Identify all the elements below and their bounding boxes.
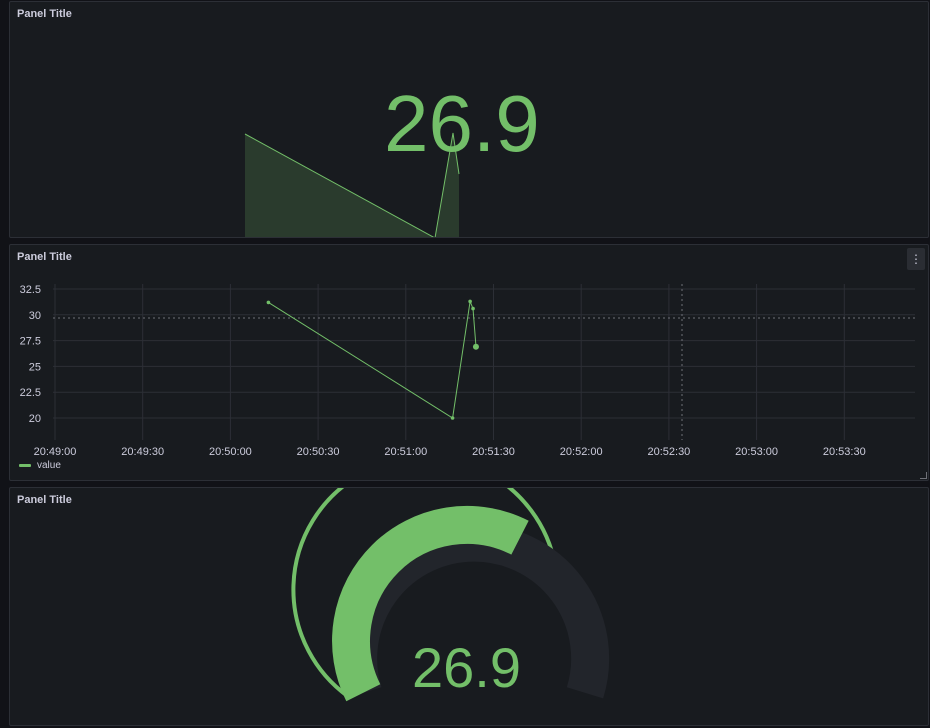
x-tick-label: 20:51:00 (384, 446, 427, 458)
y-tick-label: 25 (29, 361, 41, 373)
legend-label: value (37, 460, 61, 471)
x-tick-label: 20:52:30 (647, 446, 690, 458)
data-point (468, 299, 472, 304)
y-tick-label: 30 (29, 310, 41, 322)
x-tick-label: 20:52:00 (560, 446, 603, 458)
gauge-panel: Panel Title 26.9 (9, 487, 929, 726)
x-tick-label: 20:49:30 (121, 446, 164, 458)
y-tick-label: 20 (29, 413, 41, 425)
series-line (268, 299, 477, 419)
x-tick-label: 20:53:00 (735, 446, 778, 458)
y-axis-ticks: 20 22.5 25 27.5 30 32.5 (20, 284, 41, 425)
data-point (471, 306, 475, 311)
data-point (450, 416, 455, 420)
gauge-value: 26.9 (412, 636, 521, 699)
data-point (266, 300, 271, 305)
data-point (472, 343, 479, 350)
legend-swatch (19, 464, 31, 467)
timeseries-chart[interactable]: 20 22.5 25 27.5 30 32.5 20:49:00 20:49:30 20:50… (10, 245, 929, 481)
x-tick-label: 20:49:00 (34, 446, 77, 458)
panel-title[interactable]: Panel Title (17, 494, 72, 506)
x-tick-label: 20:50:00 (209, 446, 252, 458)
stat-panel: Panel Title 26.9 (9, 1, 929, 238)
x-tick-label: 20:50:30 (297, 446, 340, 458)
stat-value: 26.9 (384, 79, 540, 168)
stat-sparkline (244, 132, 460, 237)
sparkline-line (244, 132, 460, 237)
panel-menu-button[interactable]: ⋮ (907, 248, 925, 270)
timeseries-panel: Panel Title ⋮ 20 22.5 25 27.5 30 32.5 20:49:0… (9, 244, 929, 481)
vertical-ellipsis-icon: ⋮ (910, 252, 922, 266)
gauge (291, 488, 610, 702)
x-tick-label: 20:51:30 (472, 446, 515, 458)
resize-handle[interactable] (920, 472, 927, 479)
sparkline-area (245, 133, 459, 237)
y-tick-label: 32.5 (20, 284, 41, 296)
gauge-threshold-green (291, 488, 558, 698)
y-tick-label: 22.5 (20, 387, 41, 399)
series-value (266, 299, 479, 420)
panel-title[interactable]: Panel Title (17, 8, 72, 20)
grid-lines (53, 284, 915, 440)
panel-title[interactable]: Panel Title (17, 251, 72, 263)
gauge-value-arc (332, 505, 529, 702)
x-axis-ticks: 20:49:00 20:49:30 20:50:00 20:50:30 20:51:00… (34, 446, 866, 458)
x-tick-label: 20:53:30 (823, 446, 866, 458)
legend[interactable]: value (19, 460, 61, 471)
y-tick-label: 27.5 (20, 336, 41, 348)
